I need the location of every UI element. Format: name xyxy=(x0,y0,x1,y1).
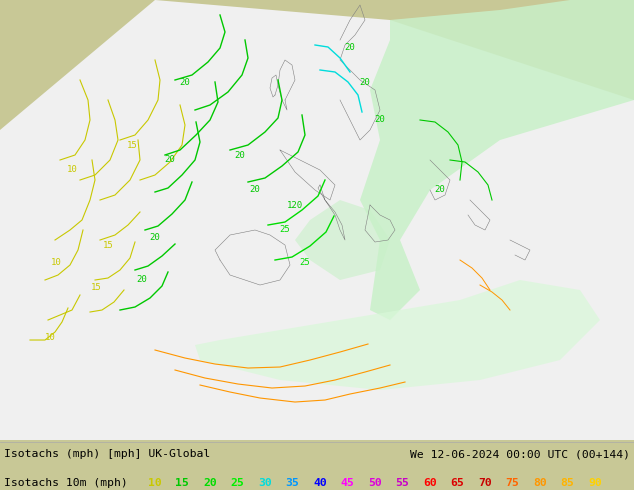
Text: 35: 35 xyxy=(285,477,299,488)
Text: 20: 20 xyxy=(250,185,261,194)
Text: 15: 15 xyxy=(91,283,101,292)
Text: 10: 10 xyxy=(67,165,77,174)
Text: 75: 75 xyxy=(505,477,519,488)
Text: 50: 50 xyxy=(368,477,382,488)
Text: 25: 25 xyxy=(280,225,290,234)
Polygon shape xyxy=(295,200,390,280)
Text: 80: 80 xyxy=(533,477,547,488)
Text: 10: 10 xyxy=(148,477,162,488)
Text: 20: 20 xyxy=(179,78,190,87)
Text: 20: 20 xyxy=(203,477,217,488)
Text: 20: 20 xyxy=(165,155,176,164)
Text: Isotachs (mph) [mph] UK-Global: Isotachs (mph) [mph] UK-Global xyxy=(4,449,210,459)
Text: 10: 10 xyxy=(51,258,61,267)
Text: 10: 10 xyxy=(44,333,55,342)
Text: 90: 90 xyxy=(588,477,602,488)
Text: 40: 40 xyxy=(313,477,327,488)
Text: 55: 55 xyxy=(396,477,410,488)
Text: 20: 20 xyxy=(359,78,370,87)
Polygon shape xyxy=(0,0,634,440)
Text: 60: 60 xyxy=(423,477,437,488)
Polygon shape xyxy=(360,0,634,320)
Text: 45: 45 xyxy=(340,477,354,488)
Text: Isotachs 10m (mph): Isotachs 10m (mph) xyxy=(4,477,127,488)
Text: 20: 20 xyxy=(435,185,445,194)
Text: 25: 25 xyxy=(231,477,244,488)
Text: 30: 30 xyxy=(258,477,272,488)
Text: 70: 70 xyxy=(478,477,492,488)
Text: 85: 85 xyxy=(560,477,574,488)
Text: 20: 20 xyxy=(345,43,356,52)
Text: We 12-06-2024 00:00 UTC (00+144): We 12-06-2024 00:00 UTC (00+144) xyxy=(410,449,630,459)
Text: 120: 120 xyxy=(287,201,303,210)
Text: 20: 20 xyxy=(375,115,385,124)
Text: 20: 20 xyxy=(150,233,160,242)
Polygon shape xyxy=(195,280,600,390)
Text: 65: 65 xyxy=(451,477,464,488)
Text: 20: 20 xyxy=(235,151,245,160)
Text: 15: 15 xyxy=(127,141,138,150)
Text: 15: 15 xyxy=(103,241,113,250)
Text: 15: 15 xyxy=(176,477,190,488)
Text: 20: 20 xyxy=(136,275,147,284)
Text: 25: 25 xyxy=(300,258,311,267)
